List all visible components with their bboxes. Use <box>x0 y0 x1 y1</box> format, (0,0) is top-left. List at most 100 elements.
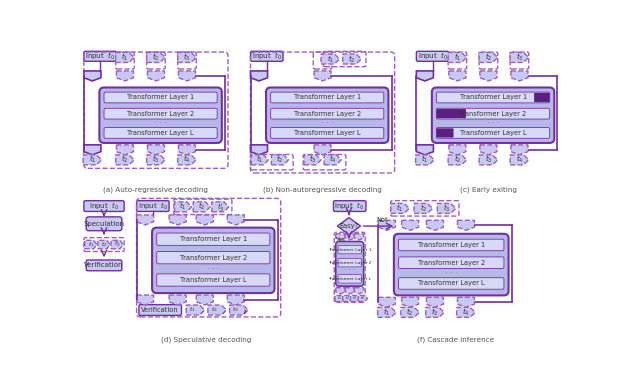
Text: (b) Non-autoregressive decoding: (b) Non-autoregressive decoding <box>263 187 382 193</box>
Text: Transformer Layer L: Transformer Layer L <box>294 130 360 136</box>
FancyBboxPatch shape <box>399 239 504 251</box>
Text: $t_1$: $t_1$ <box>421 154 429 165</box>
FancyBboxPatch shape <box>104 92 217 103</box>
Text: $t_3$: $t_3$ <box>353 295 358 302</box>
Polygon shape <box>345 288 355 294</box>
Polygon shape <box>169 295 186 305</box>
FancyBboxPatch shape <box>157 274 270 286</box>
Polygon shape <box>147 155 165 165</box>
Polygon shape <box>402 297 419 307</box>
FancyBboxPatch shape <box>84 51 116 61</box>
Text: . . .: . . . <box>207 262 220 271</box>
Polygon shape <box>186 305 205 315</box>
Text: $t_2$: $t_2$ <box>420 203 427 214</box>
Text: Verification: Verification <box>141 307 179 313</box>
Text: Transformer Layer L: Transformer Layer L <box>180 277 246 283</box>
Text: Transformer Layer 1: Transformer Layer 1 <box>180 236 247 242</box>
Polygon shape <box>449 71 466 81</box>
Polygon shape <box>343 295 352 301</box>
Polygon shape <box>179 71 195 81</box>
Text: (c) Early exiting: (c) Early exiting <box>460 187 517 193</box>
Text: Transformer Layer L: Transformer Layer L <box>127 130 194 136</box>
Polygon shape <box>480 145 497 155</box>
FancyBboxPatch shape <box>436 109 466 118</box>
Polygon shape <box>169 215 186 225</box>
Polygon shape <box>304 155 321 165</box>
Polygon shape <box>271 155 289 165</box>
Polygon shape <box>314 145 331 155</box>
FancyBboxPatch shape <box>399 278 504 289</box>
Text: $t_1$: $t_1$ <box>337 295 342 302</box>
Polygon shape <box>208 305 227 315</box>
Text: (a) Auto-regressive decoding: (a) Auto-regressive decoding <box>104 187 209 193</box>
FancyBboxPatch shape <box>436 128 550 138</box>
Polygon shape <box>84 240 97 249</box>
Polygon shape <box>136 215 154 225</box>
Polygon shape <box>378 220 396 230</box>
Text: Transformer Layer 2: Transformer Layer 2 <box>127 110 194 117</box>
Text: . . .: . . . <box>486 116 500 125</box>
Polygon shape <box>401 307 419 317</box>
Polygon shape <box>458 297 474 307</box>
Polygon shape <box>480 71 497 81</box>
Polygon shape <box>314 71 331 81</box>
Text: $t_1$: $t_1$ <box>189 306 196 314</box>
FancyBboxPatch shape <box>86 260 122 271</box>
Text: $t_3$: $t_3$ <box>431 307 439 318</box>
Text: Transformer Layer 1: Transformer Layer 1 <box>328 247 371 252</box>
Text: Speculation: Speculation <box>83 221 125 227</box>
FancyBboxPatch shape <box>84 201 124 212</box>
Text: $t_1$: $t_1$ <box>383 307 390 318</box>
Text: Transformer Layer 2: Transformer Layer 2 <box>294 110 361 117</box>
Polygon shape <box>437 203 456 214</box>
Polygon shape <box>116 53 134 63</box>
Text: Transformer Layer 2: Transformer Layer 2 <box>460 110 527 117</box>
Text: . . .: . . . <box>445 266 458 275</box>
Polygon shape <box>175 202 191 212</box>
Text: Transformer Layer L: Transformer Layer L <box>418 280 484 286</box>
FancyBboxPatch shape <box>436 128 454 138</box>
Text: Input  $t_0$: Input $t_0$ <box>252 51 282 62</box>
Polygon shape <box>227 215 244 225</box>
Text: $t_1$: $t_1$ <box>179 201 187 212</box>
Text: $t_1$: $t_1$ <box>89 154 96 165</box>
Polygon shape <box>179 145 195 155</box>
Polygon shape <box>136 295 154 305</box>
Polygon shape <box>111 240 124 249</box>
Text: Transformer Layer 2: Transformer Layer 2 <box>180 255 247 261</box>
Text: $t_3'$: $t_3'$ <box>114 240 120 249</box>
Polygon shape <box>178 53 196 63</box>
Polygon shape <box>511 71 528 81</box>
Text: Transformer Layer 2: Transformer Layer 2 <box>418 260 485 266</box>
Text: . . .: . . . <box>154 116 167 125</box>
Polygon shape <box>417 145 433 155</box>
Polygon shape <box>250 71 268 81</box>
Polygon shape <box>147 53 165 63</box>
Polygon shape <box>83 155 102 165</box>
FancyBboxPatch shape <box>436 108 550 119</box>
Text: $t_2$: $t_2$ <box>276 154 284 165</box>
FancyBboxPatch shape <box>417 51 449 61</box>
FancyBboxPatch shape <box>338 258 362 267</box>
Polygon shape <box>355 288 364 294</box>
FancyBboxPatch shape <box>338 275 362 283</box>
FancyBboxPatch shape <box>271 128 384 138</box>
Text: $t_1$: $t_1$ <box>454 52 461 63</box>
Polygon shape <box>355 234 364 240</box>
Polygon shape <box>321 54 340 64</box>
Polygon shape <box>336 288 345 294</box>
FancyBboxPatch shape <box>104 128 217 138</box>
Polygon shape <box>510 53 529 63</box>
Text: Easy?: Easy? <box>339 223 358 229</box>
FancyBboxPatch shape <box>338 245 362 254</box>
Polygon shape <box>250 145 268 155</box>
FancyBboxPatch shape <box>157 252 270 264</box>
FancyBboxPatch shape <box>266 88 388 143</box>
Text: $t_4$: $t_4$ <box>516 154 524 165</box>
FancyBboxPatch shape <box>271 92 384 103</box>
Polygon shape <box>193 202 210 212</box>
Polygon shape <box>212 202 229 212</box>
Polygon shape <box>457 307 476 317</box>
Text: Input  $t_0$: Input $t_0$ <box>85 51 115 62</box>
Text: $t_4$: $t_4$ <box>360 295 365 302</box>
